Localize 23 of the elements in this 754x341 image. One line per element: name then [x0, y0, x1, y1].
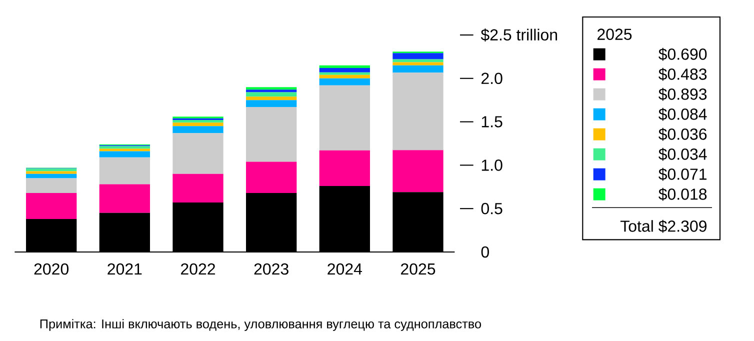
y-tick-label: 1.5 [482, 116, 502, 128]
text: Примітка: Інші включають водень, уловлювання вуглецю та судноплавство [40, 319, 482, 331]
text: $0.084 [658, 108, 707, 121]
text: $0.893 [658, 88, 707, 101]
legend-title: 2025 [598, 28, 632, 40]
x-tick-label: 2022 [181, 263, 215, 275]
y-tick-label: 1.0 [482, 160, 502, 171]
x-tick-label: 2021 [108, 263, 142, 275]
text: $0.690 [658, 48, 707, 61]
text: $0.018 [658, 188, 707, 201]
y-tick-label: $2.5 trillion [480, 28, 558, 42]
x-tick-label: 2023 [254, 263, 288, 275]
text: $0.036 [658, 128, 707, 141]
x-tick-label: 2020 [34, 263, 69, 275]
text: $0.071 [658, 168, 706, 181]
y-tick-label: 2.0 [481, 72, 502, 84]
y-tick-label: 0.5 [481, 202, 502, 214]
x-tick-label: 2024 [328, 263, 362, 275]
y-tick-label: 0 [481, 246, 489, 258]
text: Total $2.309 [620, 220, 706, 233]
x-tick-label: 2025 [400, 263, 436, 275]
text: $0.483 [658, 68, 707, 81]
text: $0.034 [658, 148, 707, 161]
